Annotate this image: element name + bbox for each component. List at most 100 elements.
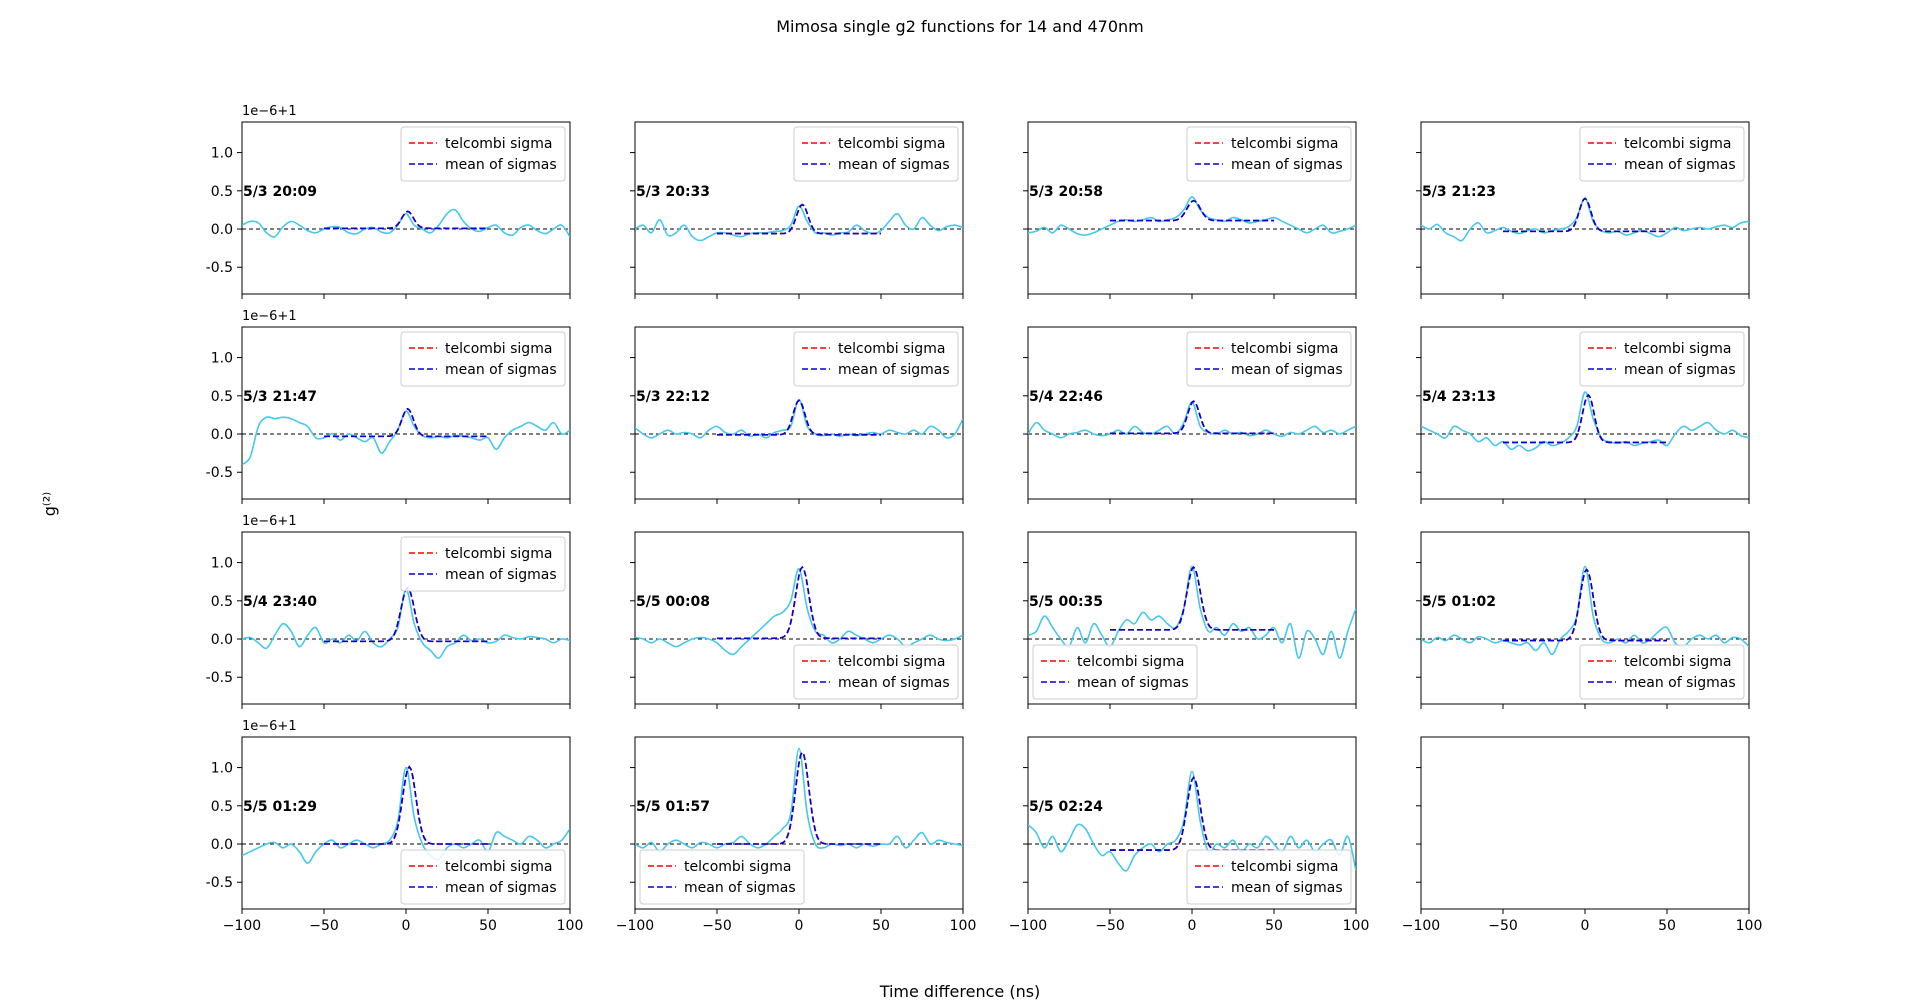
y-tick-label: 0.5 [211,184,233,200]
legend-entry: mean of sigmas [1231,362,1343,378]
x-tick-label: −50 [702,918,732,934]
legend-entry: mean of sigmas [1624,675,1736,691]
legend-entry: telcombi sigma [1077,654,1184,670]
y-offset-label: 1e−6+1 [242,719,297,734]
legend-box [1186,331,1352,387]
subplot-15: −100 −50 0 50 100 5/5 02:24 telcombi sigma mean… [1009,736,1369,934]
subplot-16: −100 −50 0 50 100 [1402,736,1762,934]
g2-data-line [242,208,570,238]
legend: telcombi sigma mean of sigmas [400,331,566,387]
y-tick-label: 0.0 [211,632,233,648]
g2-data-line [635,747,963,853]
panel-label: 5/3 21:47 [243,389,317,405]
g2-data-line [635,205,963,242]
legend: telcombi sigma mean of sigmas [793,644,959,700]
legend-entry: telcombi sigma [684,859,791,875]
y-offset-label: 1e−6+1 [242,309,297,324]
x-tick-label: −100 [616,918,654,934]
panel-label: 5/4 22:46 [1029,389,1103,405]
legend-box [1579,644,1745,700]
g2-data-line [635,398,963,439]
mean-of-sigmas-fit [1503,393,1667,444]
legend: telcombi sigma mean of sigmas [1186,331,1352,387]
legend-entry: mean of sigmas [445,362,557,378]
mean-of-sigmas-fit [324,586,488,643]
legend-box [400,849,566,905]
g2-data-line [1421,391,1749,452]
legend-box [400,126,566,182]
panel-label: 5/3 20:33 [636,184,710,200]
x-tick-label: 50 [1658,918,1676,934]
x-tick-label: −100 [1402,918,1440,934]
x-tick-label: −100 [1009,918,1047,934]
legend-entry: telcombi sigma [1624,136,1731,152]
legend: telcombi sigma mean of sigmas [639,849,805,905]
panel-label: 5/3 20:09 [243,184,317,200]
telcombi-sigma-fit [1110,565,1274,631]
panel-label: 5/4 23:13 [1422,389,1496,405]
telcombi-sigma-fit [324,586,488,643]
legend-box [793,126,959,182]
mean-of-sigmas-fit [324,765,488,845]
subplot-5: -0.5 0.0 0.5 1.0 1e−6+1 5/3 21:47 telcombi sig… [206,309,571,504]
legend-box [639,849,805,905]
g2-data-line [242,766,570,864]
legend-box [1579,126,1745,182]
y-tick-label: -0.5 [206,875,233,891]
y-axis-label: g⁽²⁾ [40,492,59,517]
legend-entry: telcombi sigma [1231,341,1338,357]
legend-entry: telcombi sigma [1231,136,1338,152]
y-tick-label: 0.5 [211,389,233,405]
y-tick-label: 0.0 [211,427,233,443]
legend-entry: mean of sigmas [684,880,796,896]
x-tick-label: 100 [557,918,584,934]
y-tick-label: 1.0 [211,761,233,777]
legend: telcombi sigma mean of sigmas [400,849,566,905]
legend: telcombi sigma mean of sigmas [1579,644,1745,700]
legend-entry: telcombi sigma [445,341,552,357]
legend-entry: mean of sigmas [1231,157,1343,173]
panel-label: 5/4 23:40 [243,594,317,610]
legend-box [793,644,959,700]
panel-label: 5/5 01:29 [243,799,317,815]
y-tick-label: -0.5 [206,465,233,481]
telcombi-sigma-fit [1110,400,1274,435]
legend-entry: telcombi sigma [445,859,552,875]
mean-of-sigmas-fit [1110,776,1274,851]
telcombi-sigma-fit [1503,568,1667,642]
panel-label: 5/3 20:58 [1029,184,1103,200]
legend: telcombi sigma mean of sigmas [400,536,566,592]
y-tick-label: 0.5 [211,594,233,610]
panel-label: 5/3 21:23 [1422,184,1496,200]
legend-entry: mean of sigmas [445,567,557,583]
subplot-12: 5/5 01:02 telcombi sigma mean of sigmas [1416,531,1750,709]
x-tick-label: 100 [950,918,977,934]
g2-data-line [1028,401,1356,439]
legend-entry: mean of sigmas [838,362,950,378]
x-tick-label: −50 [1488,918,1518,934]
y-offset-label: 1e−6+1 [242,104,297,119]
legend-box [793,331,959,387]
legend: telcombi sigma mean of sigmas [1186,126,1352,182]
x-tick-label: 50 [872,918,890,934]
legend-entry: telcombi sigma [838,654,945,670]
axes-frame [1420,736,1750,910]
y-tick-label: 0.0 [211,222,233,238]
legend-box [1032,644,1198,700]
y-tick-label: 0.5 [211,799,233,815]
legend: telcombi sigma mean of sigmas [793,331,959,387]
y-tick-label: 1.0 [211,351,233,367]
x-axis-label: Time difference (ns) [879,982,1041,1001]
subplot-grid: -0.5 0.0 0.5 1.0 1e−6+1 5/3 20:09 telcombi sig… [206,104,1763,934]
legend-entry: telcombi sigma [445,136,552,152]
y-offset-label: 1e−6+1 [242,514,297,529]
legend-entry: telcombi sigma [838,136,945,152]
x-tick-label: −100 [223,918,261,934]
legend-entry: mean of sigmas [1624,157,1736,173]
panel-label: 5/5 00:35 [1029,594,1103,610]
mean-of-sigmas-fit [324,407,488,438]
mean-of-sigmas-fit [324,210,488,230]
mean-of-sigmas-fit [717,203,881,235]
subplot-9: -0.5 0.0 0.5 1.0 1e−6+1 5/4 23:40 telcombi sig… [206,514,571,709]
legend-box [400,331,566,387]
